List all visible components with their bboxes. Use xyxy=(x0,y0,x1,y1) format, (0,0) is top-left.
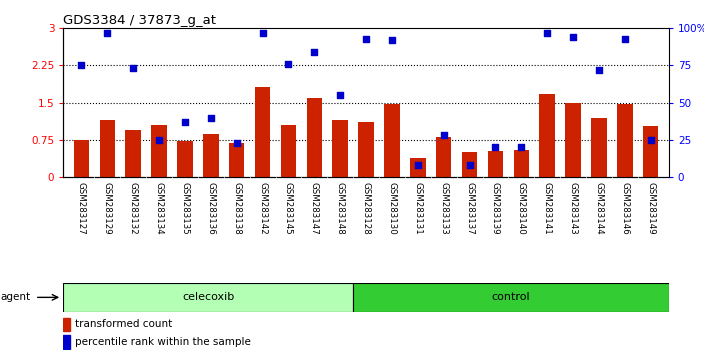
Bar xyxy=(63,318,70,331)
Text: percentile rank within the sample: percentile rank within the sample xyxy=(75,337,251,347)
Bar xyxy=(539,94,555,177)
Text: GSM283143: GSM283143 xyxy=(569,182,577,235)
Text: GSM283131: GSM283131 xyxy=(413,182,422,235)
Bar xyxy=(384,104,400,177)
Bar xyxy=(462,152,477,177)
Point xyxy=(101,30,113,36)
Bar xyxy=(617,104,633,177)
Point xyxy=(490,144,501,150)
Text: GSM283144: GSM283144 xyxy=(594,182,603,235)
Text: GSM283146: GSM283146 xyxy=(620,182,629,235)
Text: agent: agent xyxy=(0,292,30,302)
Point xyxy=(308,49,320,55)
Point xyxy=(541,30,553,36)
Bar xyxy=(229,143,244,177)
Point xyxy=(180,119,191,125)
Text: GSM283129: GSM283129 xyxy=(103,182,112,235)
Text: transformed count: transformed count xyxy=(75,319,172,329)
Bar xyxy=(63,283,353,312)
Text: GSM283132: GSM283132 xyxy=(129,182,138,235)
Point xyxy=(413,162,424,168)
Bar xyxy=(177,141,193,177)
Bar xyxy=(63,335,70,349)
Text: GSM283149: GSM283149 xyxy=(646,182,655,235)
Bar xyxy=(99,120,115,177)
Text: GSM283136: GSM283136 xyxy=(206,182,215,235)
Bar xyxy=(203,134,219,177)
Point xyxy=(516,144,527,150)
Bar xyxy=(281,125,296,177)
Bar xyxy=(488,151,503,177)
Bar xyxy=(410,158,426,177)
Point xyxy=(645,137,656,143)
Text: GSM283128: GSM283128 xyxy=(362,182,370,235)
Bar xyxy=(151,125,167,177)
Point xyxy=(567,34,579,40)
Bar xyxy=(255,87,270,177)
Point xyxy=(153,137,165,143)
Text: GSM283127: GSM283127 xyxy=(77,182,86,235)
Point xyxy=(127,65,139,71)
Text: GSM283138: GSM283138 xyxy=(232,182,241,235)
Point xyxy=(76,63,87,68)
Bar xyxy=(565,103,581,177)
Text: GSM283141: GSM283141 xyxy=(543,182,552,235)
Text: control: control xyxy=(491,292,530,302)
Point xyxy=(334,92,346,98)
Point xyxy=(205,115,216,120)
Text: GSM283139: GSM283139 xyxy=(491,182,500,235)
Bar xyxy=(332,120,348,177)
Bar xyxy=(591,118,607,177)
Text: GSM283134: GSM283134 xyxy=(155,182,163,235)
Text: GSM283148: GSM283148 xyxy=(336,182,345,235)
Point xyxy=(620,36,631,41)
Bar xyxy=(513,150,529,177)
Text: celecoxib: celecoxib xyxy=(182,292,234,302)
Point xyxy=(231,140,242,145)
Bar xyxy=(125,130,141,177)
Point xyxy=(257,30,268,36)
Bar xyxy=(74,140,89,177)
Bar xyxy=(643,126,658,177)
Text: GSM283145: GSM283145 xyxy=(284,182,293,235)
Bar xyxy=(353,283,669,312)
Text: GSM283140: GSM283140 xyxy=(517,182,526,235)
Text: GSM283130: GSM283130 xyxy=(387,182,396,235)
Text: GSM283137: GSM283137 xyxy=(465,182,474,235)
Point xyxy=(438,132,449,138)
Point xyxy=(386,38,398,43)
Point xyxy=(283,61,294,67)
Point xyxy=(464,162,475,168)
Bar xyxy=(358,122,374,177)
Text: GSM283133: GSM283133 xyxy=(439,182,448,235)
Bar xyxy=(436,137,451,177)
Bar xyxy=(306,98,322,177)
Text: GSM283147: GSM283147 xyxy=(310,182,319,235)
Text: GSM283135: GSM283135 xyxy=(180,182,189,235)
Text: GSM283142: GSM283142 xyxy=(258,182,267,235)
Point xyxy=(593,67,605,73)
Point xyxy=(360,36,372,41)
Text: GDS3384 / 37873_g_at: GDS3384 / 37873_g_at xyxy=(63,14,216,27)
